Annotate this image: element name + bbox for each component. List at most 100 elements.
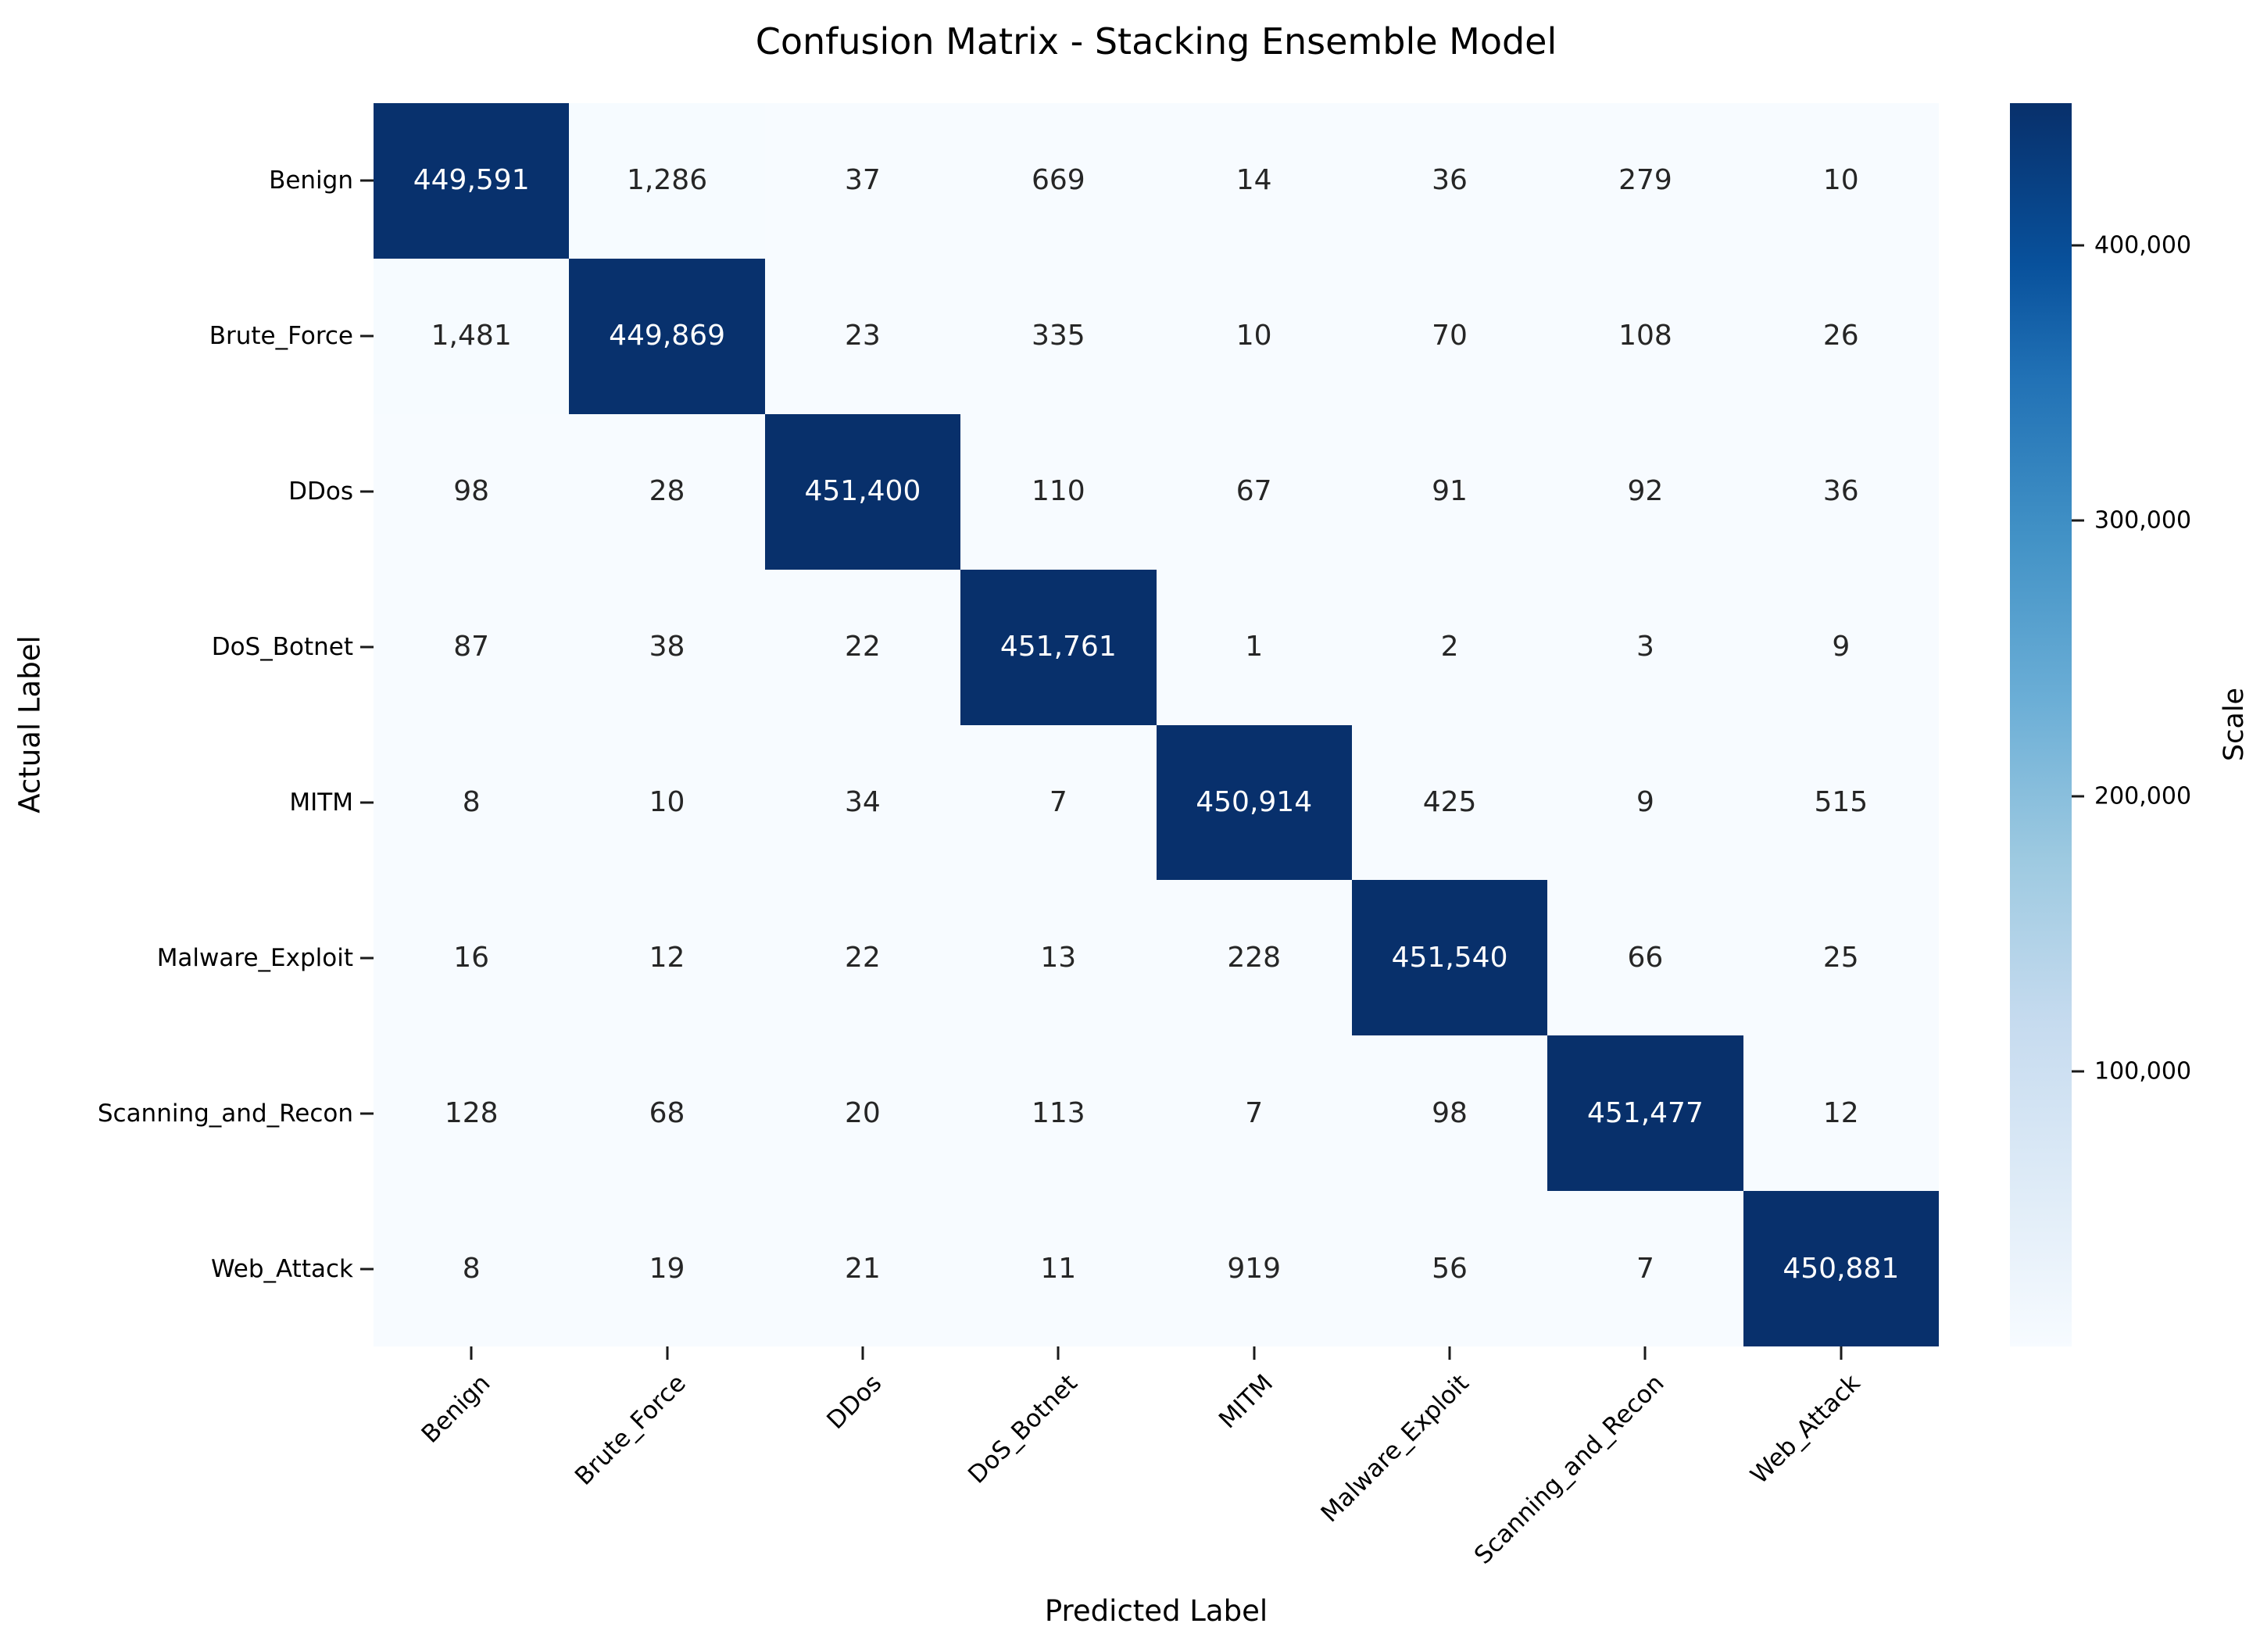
heatmap-cell: 449,869 (569, 258, 765, 414)
heatmap-cell: 26 (1743, 258, 1939, 414)
heatmap-cell: 1,286 (569, 103, 765, 259)
heatmap-cell: 1 (1156, 569, 1352, 725)
x-tick-label: Malware_Exploit (1315, 1369, 1475, 1529)
heatmap-cell: 12 (1743, 1035, 1939, 1192)
y-tick-mark (360, 645, 374, 649)
heatmap-cell: 113 (960, 1035, 1157, 1192)
heatmap-cell: 16 (374, 880, 570, 1036)
heatmap-cell: 98 (374, 413, 570, 570)
x-tick-label: DDos (821, 1369, 888, 1436)
heatmap-cell: 28 (569, 413, 765, 570)
colorbar-tick-mark (2072, 1070, 2084, 1073)
heatmap-cell: 14 (1156, 103, 1352, 259)
y-tick-label: DoS_Botnet (211, 633, 353, 662)
heatmap-cell: 9 (1547, 724, 1743, 881)
x-tick-mark (861, 1346, 864, 1360)
colorbar-title: Scale (2219, 687, 2250, 762)
heatmap-cell: 2 (1351, 569, 1548, 725)
x-tick-label: Scanning_and_Recon (1469, 1369, 1670, 1570)
x-tick-mark (470, 1346, 473, 1360)
x-tick-mark (1840, 1346, 1843, 1360)
heatmap-cell: 10 (569, 724, 765, 881)
heatmap-cell: 7 (960, 724, 1157, 881)
heatmap-cell: 67 (1156, 413, 1352, 570)
heatmap-cell: 8 (374, 724, 570, 881)
heatmap-cell: 56 (1351, 1191, 1548, 1346)
y-tick-label: MITM (289, 788, 353, 817)
heatmap-cell: 228 (1156, 880, 1352, 1036)
heatmap-cell: 92 (1547, 413, 1743, 570)
y-tick-label: Scanning_and_Recon (97, 1099, 353, 1128)
heatmap-cell: 36 (1351, 103, 1548, 259)
heatmap-cell: 7 (1156, 1035, 1352, 1192)
heatmap-cell: 21 (764, 1191, 961, 1346)
colorbar-tick-label: 400,000 (2094, 231, 2192, 259)
heatmap-cell: 12 (569, 880, 765, 1036)
heatmap-cell: 3 (1547, 569, 1743, 725)
heatmap-cell: 22 (764, 880, 961, 1036)
heatmap-cell: 450,881 (1743, 1191, 1939, 1346)
x-tick-mark (666, 1346, 669, 1360)
heatmap-cell: 20 (764, 1035, 961, 1192)
heatmap-grid: 449,591 1,286 37 669 14 36 279 10 1,481 449,869 23… (374, 103, 1939, 1346)
y-tick-mark (360, 1112, 374, 1115)
heatmap-cell: 37 (764, 103, 961, 259)
colorbar-tick-label: 300,000 (2094, 506, 2192, 535)
heatmap-cell: 66 (1547, 880, 1743, 1036)
colorbar-tick-mark (2072, 519, 2084, 522)
heatmap-cell: 515 (1743, 724, 1939, 881)
heatmap-cell: 451,761 (960, 569, 1157, 725)
heatmap-cell: 451,540 (1351, 880, 1548, 1036)
x-tick-label: Web_Attack (1745, 1369, 1866, 1490)
heatmap-cell: 128 (374, 1035, 570, 1192)
colorbar-tick-label: 100,000 (2094, 1057, 2192, 1085)
heatmap-cell: 919 (1156, 1191, 1352, 1346)
heatmap-cell: 451,400 (764, 413, 961, 570)
colorbar-tick-mark (2072, 244, 2084, 247)
x-tick-mark (1643, 1346, 1647, 1360)
y-tick-mark (360, 957, 374, 960)
heatmap-cell: 68 (569, 1035, 765, 1192)
colorbar-tick-mark (2072, 795, 2084, 798)
heatmap-cell: 10 (1156, 258, 1352, 414)
heatmap-cell: 450,914 (1156, 724, 1352, 881)
heatmap-cell: 25 (1743, 880, 1939, 1036)
heatmap-cell: 36 (1743, 413, 1939, 570)
x-tick-label: Brute_Force (570, 1369, 692, 1491)
heatmap-cell: 279 (1547, 103, 1743, 259)
heatmap-cell: 34 (764, 724, 961, 881)
heatmap-cell: 335 (960, 258, 1157, 414)
y-tick-mark (360, 1268, 374, 1271)
y-axis-title: Actual Label (13, 635, 47, 813)
heatmap-cell: 10 (1743, 103, 1939, 259)
heatmap-cell: 425 (1351, 724, 1548, 881)
heatmap-cell: 91 (1351, 413, 1548, 570)
y-tick-label: Benign (269, 166, 353, 195)
heatmap-cell: 451,477 (1547, 1035, 1743, 1192)
y-tick-label: Web_Attack (210, 1254, 353, 1283)
x-tick-mark (1057, 1346, 1060, 1360)
heatmap-cell: 8 (374, 1191, 570, 1346)
heatmap-cell: 98 (1351, 1035, 1548, 1192)
heatmap-cell: 449,591 (374, 103, 570, 259)
x-tick-mark (1253, 1346, 1256, 1360)
heatmap-cell: 110 (960, 413, 1157, 570)
x-tick-label: MITM (1214, 1369, 1279, 1435)
colorbar-tick-label: 200,000 (2094, 782, 2192, 810)
y-tick-mark (360, 334, 374, 338)
x-tick-label: Benign (416, 1369, 496, 1449)
y-tick-label: Brute_Force (209, 322, 353, 351)
x-tick-label: DoS_Botnet (963, 1369, 1083, 1489)
heatmap-cell: 87 (374, 569, 570, 725)
y-tick-mark (360, 490, 374, 493)
heatmap-cell: 108 (1547, 258, 1743, 414)
heatmap-cell: 38 (569, 569, 765, 725)
heatmap-cell: 9 (1743, 569, 1939, 725)
heatmap-cell: 22 (764, 569, 961, 725)
y-tick-label: DDos (288, 477, 353, 506)
y-tick-mark (360, 801, 374, 804)
heatmap-cell: 669 (960, 103, 1157, 259)
heatmap-cell: 11 (960, 1191, 1157, 1346)
heatmap-cell: 1,481 (374, 258, 570, 414)
heatmap-cell: 13 (960, 880, 1157, 1036)
